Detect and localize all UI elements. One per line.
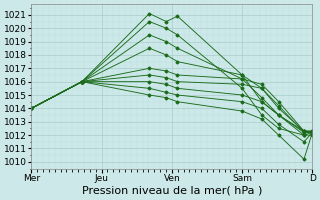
X-axis label: Pression niveau de la mer( hPa ): Pression niveau de la mer( hPa )	[82, 186, 262, 196]
